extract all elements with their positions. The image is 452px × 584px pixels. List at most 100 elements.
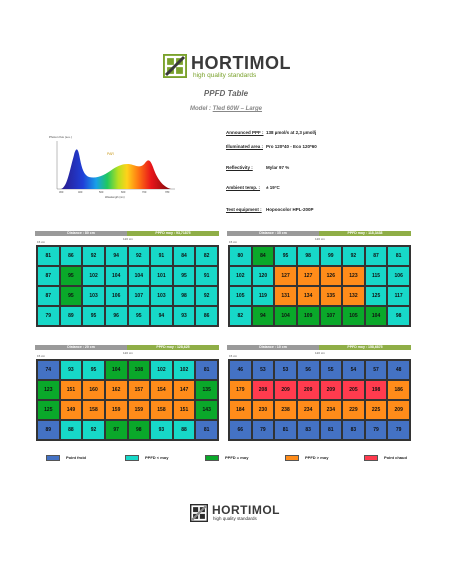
- legend-swatch-4: [364, 455, 378, 461]
- width-dimension: 120 cm: [123, 351, 133, 355]
- ppfd-cell: 225: [364, 400, 388, 420]
- legend-label: PPFD > moy: [305, 455, 329, 460]
- ppfd-cell: 104: [274, 306, 297, 326]
- ppfd-cell: 91: [150, 246, 173, 266]
- model-line: Model : Tled 60W – Large: [0, 106, 452, 112]
- ppfd-cell: 101: [150, 266, 173, 286]
- ppfd-cell: 95: [274, 246, 297, 266]
- ppfd-cell: 103: [150, 286, 173, 306]
- ppfd-cell: 79: [37, 306, 60, 326]
- header-logo: HORTIMOL high quality standards: [163, 52, 293, 82]
- ppfd-cell: 92: [82, 420, 105, 440]
- spec-label: Test equipment :: [226, 207, 262, 212]
- ppfd-cell: 102: [150, 360, 173, 380]
- ppfd-cell: 91: [195, 266, 218, 286]
- ppfd-grid: 46 53 53 56 55 54 57 48 179 208 209 209 209 205 198 186…: [228, 359, 411, 441]
- ppfd-cell: 147: [172, 380, 196, 400]
- ppfd-cell: 80: [229, 246, 252, 266]
- brand-name: HORTIMOL: [191, 53, 291, 73]
- ppfd-cell: 157: [127, 380, 151, 400]
- ppfd-cell: 86: [59, 246, 83, 266]
- x-tick-1: 300: [59, 190, 64, 194]
- spec-value: 138 µmol/s at 2,3 µmol/j: [266, 130, 317, 135]
- ppfd-cell: 104: [364, 306, 388, 326]
- ppfd-cell: 95: [127, 306, 151, 326]
- model-label: Model :: [189, 106, 211, 112]
- ppfd-cell: 98: [387, 306, 410, 326]
- ppfd-cell: 125: [364, 286, 388, 306]
- ppfd-cell: 53: [274, 360, 297, 380]
- ppfd-cell: 81: [319, 420, 343, 440]
- ppfd-cell: 88: [59, 420, 83, 440]
- ppfd-cell: 179: [229, 380, 252, 400]
- ppfd-cell: 151: [172, 400, 196, 420]
- ppfd-average: PPFD moy : 158,6875: [319, 345, 411, 350]
- ppfd-cell: 66: [229, 420, 252, 440]
- ppfd-cell: 186: [387, 380, 410, 400]
- ppfd-cell: 94: [150, 306, 173, 326]
- ppfd-cell: 102: [229, 266, 252, 286]
- ppfd-cell: 209: [274, 380, 297, 400]
- ppfd-cell: 56: [296, 360, 320, 380]
- ppfd-cell: 125: [37, 400, 60, 420]
- spectrum-note: PAR: [107, 152, 114, 156]
- ppfd-cell: 82: [195, 246, 218, 266]
- ppfd-cell: 93: [59, 360, 83, 380]
- footer-logo: HORTIMOL high quality standards: [190, 503, 280, 525]
- height-dimension: 15 cm: [37, 240, 46, 244]
- ppfd-cell: 127: [296, 266, 320, 286]
- ppfd-cell: 134: [296, 286, 320, 306]
- ppfd-cell: 151: [59, 380, 83, 400]
- width-dimension: 120 cm: [315, 237, 325, 241]
- ppfd-cell: 79: [387, 420, 410, 440]
- height-dimension: 15 cm: [229, 240, 238, 244]
- ppfd-cell: 95: [82, 306, 105, 326]
- ppfd-cell: 81: [37, 246, 60, 266]
- ppfd-cell: 106: [387, 266, 410, 286]
- ppfd-cell: 83: [342, 420, 365, 440]
- ppfd-cell: 105: [229, 286, 252, 306]
- ppfd-cell: 158: [82, 400, 105, 420]
- ppfd-cell: 149: [59, 400, 83, 420]
- ppfd-cell: 104: [104, 360, 128, 380]
- spec-label: Announced PPF :: [226, 130, 264, 135]
- ppfd-cell: 74: [37, 360, 60, 380]
- ppfd-cell: 106: [104, 286, 128, 306]
- ppfd-cell: 79: [364, 420, 388, 440]
- ppfd-cell: 87: [37, 266, 60, 286]
- ppfd-cell: 97: [104, 420, 128, 440]
- x-tick-5: 700: [142, 190, 147, 194]
- ppfd-cell: 127: [274, 266, 297, 286]
- ppfd-grid: 80 84 95 98 99 92 87 81 102 120 127 127 126 123 115 106…: [228, 245, 411, 327]
- spectrum-caption: Photon flux (a.u.): [49, 135, 72, 139]
- ppfd-cell: 109: [296, 306, 320, 326]
- ppfd-cell: 98: [172, 286, 196, 306]
- ppfd-cell: 98: [296, 246, 320, 266]
- ppfd-cell: 48: [387, 360, 410, 380]
- ppfd-cell: 92: [342, 246, 365, 266]
- ppfd-cell: 238: [274, 400, 297, 420]
- ppfd-cell: 234: [296, 400, 320, 420]
- ppfd-cell: 103: [82, 286, 105, 306]
- ppfd-cell: 94: [104, 246, 128, 266]
- ppfd-cell: 160: [82, 380, 105, 400]
- ppfd-cell: 159: [104, 400, 128, 420]
- ppfd-cell: 123: [37, 380, 60, 400]
- ppfd-cell: 108: [127, 360, 151, 380]
- color-legend: Point froid PPFD < moy PPFD = moy PPFD >…: [46, 455, 416, 463]
- table-header: Distance : 10 cm PPFD moy : 158,6875: [227, 345, 411, 350]
- spec-value: Hopoocolor HPL-200P: [266, 207, 314, 212]
- ppfd-cell: 84: [172, 246, 196, 266]
- hortimol-logo-icon: [163, 54, 187, 78]
- ppfd-cell: 81: [274, 420, 297, 440]
- ppfd-cell: 115: [364, 266, 388, 286]
- legend-label: PPFD = moy: [225, 455, 249, 460]
- distance-label: Distance : 20 cm: [35, 345, 127, 350]
- x-axis-label: Wavelength (nm): [105, 195, 125, 199]
- ppfd-cell: 98: [127, 420, 151, 440]
- ppfd-cell: 209: [319, 380, 343, 400]
- distance-label: Distance : 10 cm: [227, 345, 319, 350]
- table-header: Distance : 20 cm PPFD moy : 128,625: [35, 345, 219, 350]
- ppfd-cell: 158: [150, 400, 173, 420]
- ppfd-cell: 93: [150, 420, 173, 440]
